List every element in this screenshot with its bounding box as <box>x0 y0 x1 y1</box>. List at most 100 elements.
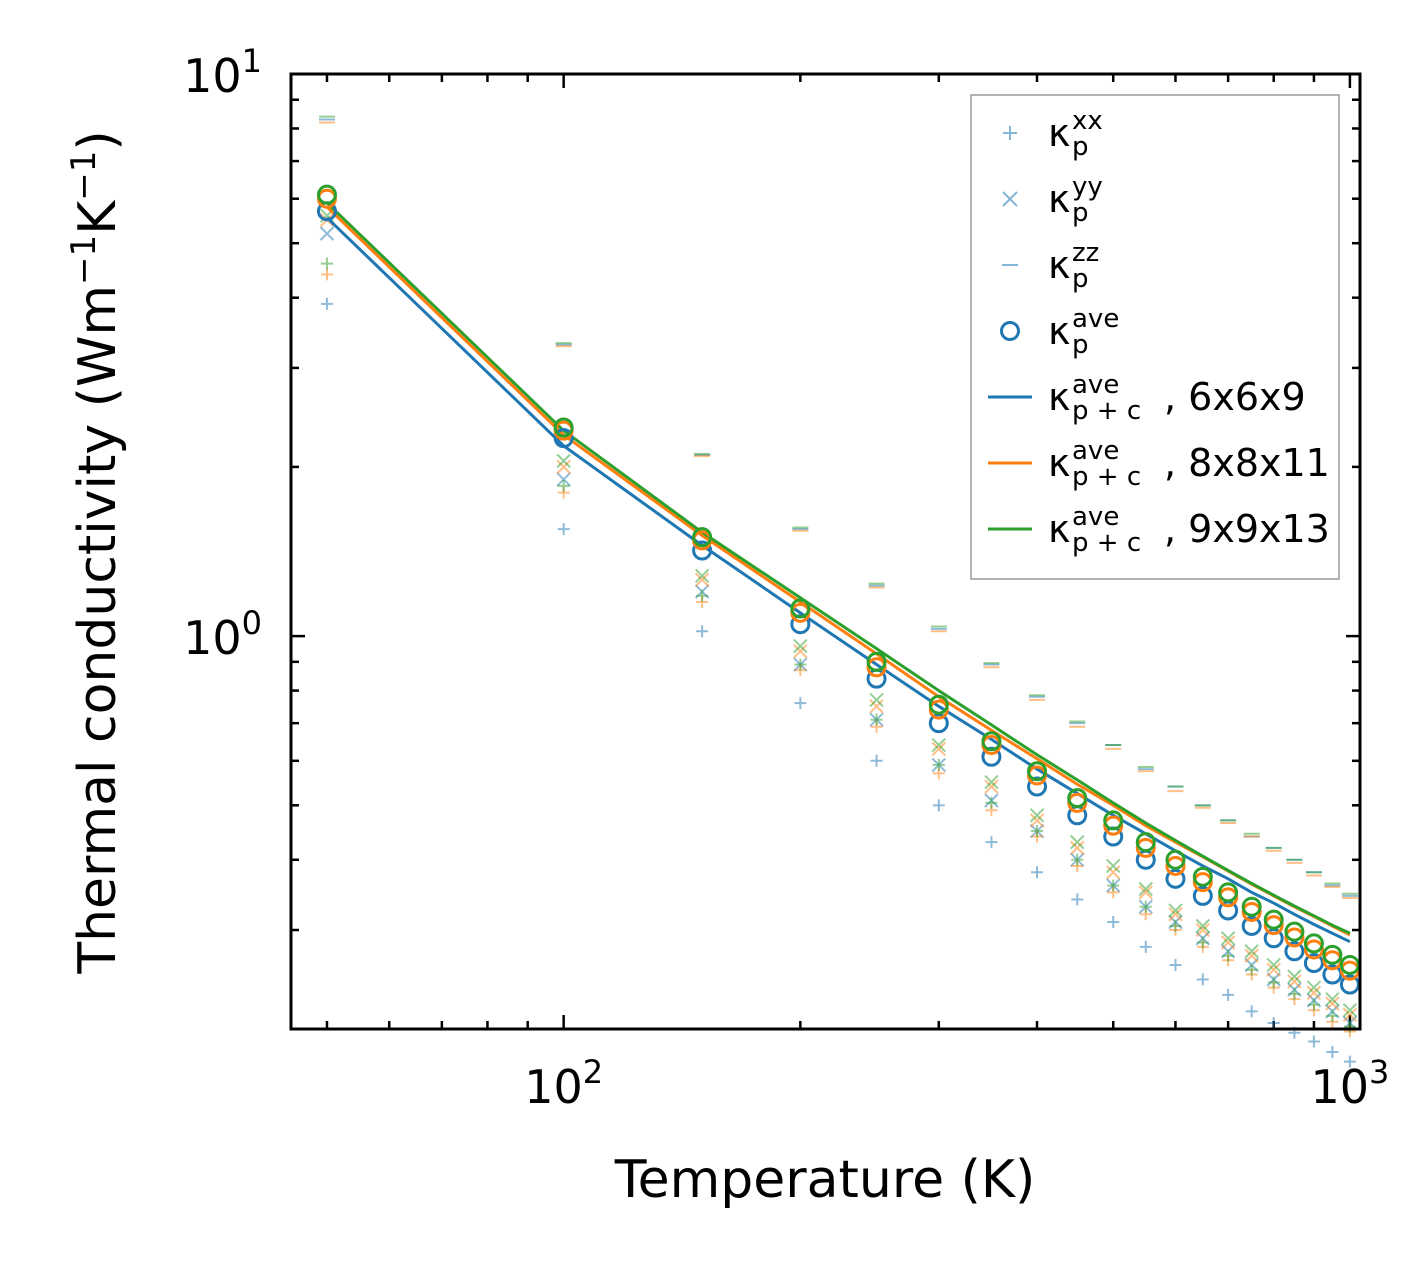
legend-circle-marker <box>1000 321 1020 341</box>
kyy-point <box>1106 858 1121 874</box>
kxx-point <box>1139 900 1152 913</box>
kyy-point <box>984 774 999 790</box>
kyy-point <box>1195 922 1211 938</box>
legend-item: κave p + c, 8x8x11 <box>988 436 1330 492</box>
kave-point <box>981 731 1002 752</box>
kxx-point <box>1267 1016 1280 1029</box>
kxx-point <box>696 625 709 638</box>
kave-point <box>1303 939 1324 960</box>
kyy-point <box>556 472 571 487</box>
kxx-point <box>1245 1005 1258 1018</box>
kyy-point <box>1138 885 1153 900</box>
kyy-point <box>1325 996 1340 1011</box>
kave-point <box>553 428 574 449</box>
kave-point <box>692 527 713 548</box>
plot-frame <box>289 72 1362 1031</box>
kyy-point <box>1287 974 1302 989</box>
kave-point <box>866 651 887 672</box>
kyy-point <box>1306 980 1322 995</box>
kyy-point <box>1287 969 1302 984</box>
kave-point <box>1165 849 1186 870</box>
kave-point <box>1284 927 1305 948</box>
kave-point <box>790 598 811 619</box>
kyy-point <box>869 692 884 708</box>
kave-point <box>1339 974 1360 995</box>
kxx-point <box>1031 825 1044 838</box>
kxx-point <box>1107 879 1120 892</box>
kave-point <box>1263 909 1284 930</box>
kxx-point <box>1196 973 1209 986</box>
kave-point <box>316 184 337 205</box>
kxx-point <box>1196 936 1209 949</box>
kxx-point <box>320 257 333 270</box>
kyy-point <box>1106 865 1121 880</box>
kxx-point <box>1326 1046 1339 1059</box>
kave-point <box>1192 872 1213 893</box>
kyy-point <box>931 737 947 753</box>
x-tick-labels: 102 103 <box>524 1053 1389 1114</box>
y-tick-label: 100 <box>183 604 262 665</box>
kyy-point <box>793 638 808 654</box>
kyy-point <box>1070 834 1085 850</box>
kave-point <box>1339 960 1360 981</box>
kxx-point <box>1071 893 1084 906</box>
legend-item: κave p + c, 6x6x9 <box>988 370 1306 426</box>
x-tick-label: 103 <box>1310 1053 1389 1114</box>
kxx-point <box>870 754 883 767</box>
legend-label: κyy p <box>1048 172 1103 228</box>
kave-point <box>1241 915 1262 936</box>
legend-item: κxx p <box>1003 106 1103 162</box>
kxx-point <box>1326 1009 1339 1022</box>
kxx-point <box>1031 866 1044 879</box>
series-8x8x11-components <box>318 121 1358 1038</box>
legend: κxx p κyy p κzz p κave p κave p + c, 6x6x9 κave p +… <box>970 94 1340 580</box>
kyy-point <box>1266 962 1281 977</box>
kave-point <box>1284 941 1305 962</box>
legend-plus-marker <box>1003 126 1017 140</box>
kyy-point <box>1070 840 1085 856</box>
kave-point <box>1339 954 1360 975</box>
kave-point <box>866 657 887 678</box>
legend-label: κave p <box>1048 304 1119 360</box>
kyy-point <box>869 699 884 714</box>
kxx-point <box>870 713 883 726</box>
kyy-point <box>931 741 947 757</box>
kyy-point <box>1195 918 1211 934</box>
kyy-point <box>1029 808 1045 823</box>
kxx-point <box>932 758 945 771</box>
kave-point <box>1303 953 1324 974</box>
kyy-point <box>1342 1003 1358 1018</box>
kave-point <box>1263 928 1284 949</box>
kave-point <box>1135 832 1156 853</box>
kave-point <box>692 540 713 561</box>
kave-point <box>1192 885 1213 906</box>
kave-point <box>1322 944 1343 965</box>
kave-point <box>1027 761 1048 782</box>
kyy-point <box>793 644 808 659</box>
kyy-point <box>319 226 335 241</box>
legend-label: κave p + c, 6x6x9 <box>1048 370 1306 426</box>
kyy-point <box>1266 957 1281 973</box>
y-tick-labels: 100 101 <box>183 42 262 665</box>
legend-label: κave p + c, 9x9x13 <box>1048 502 1330 558</box>
kpc-line-6x6x9 <box>325 216 1351 944</box>
y-axis-title: Thermal conductivity (Wm−1K−1) <box>64 130 128 974</box>
legend-label: κxx p <box>1048 106 1103 162</box>
kxx-point <box>1343 1055 1356 1068</box>
kyy-point <box>556 459 571 475</box>
kxx-point <box>1267 976 1280 989</box>
kyy-point <box>1168 903 1183 918</box>
kave-point <box>928 694 949 715</box>
kyy-point <box>1306 985 1322 1000</box>
kxx-point <box>985 796 998 809</box>
kave-point <box>1263 915 1284 936</box>
kxx-point <box>1222 949 1235 962</box>
kxx-point <box>1288 987 1301 1000</box>
kxx-point <box>1169 919 1182 932</box>
kxx-point <box>557 523 570 536</box>
kyy-point <box>694 572 710 587</box>
kxx-point <box>1139 940 1152 953</box>
kyy-point <box>1244 944 1259 959</box>
x-tick-label: 102 <box>524 1053 603 1114</box>
